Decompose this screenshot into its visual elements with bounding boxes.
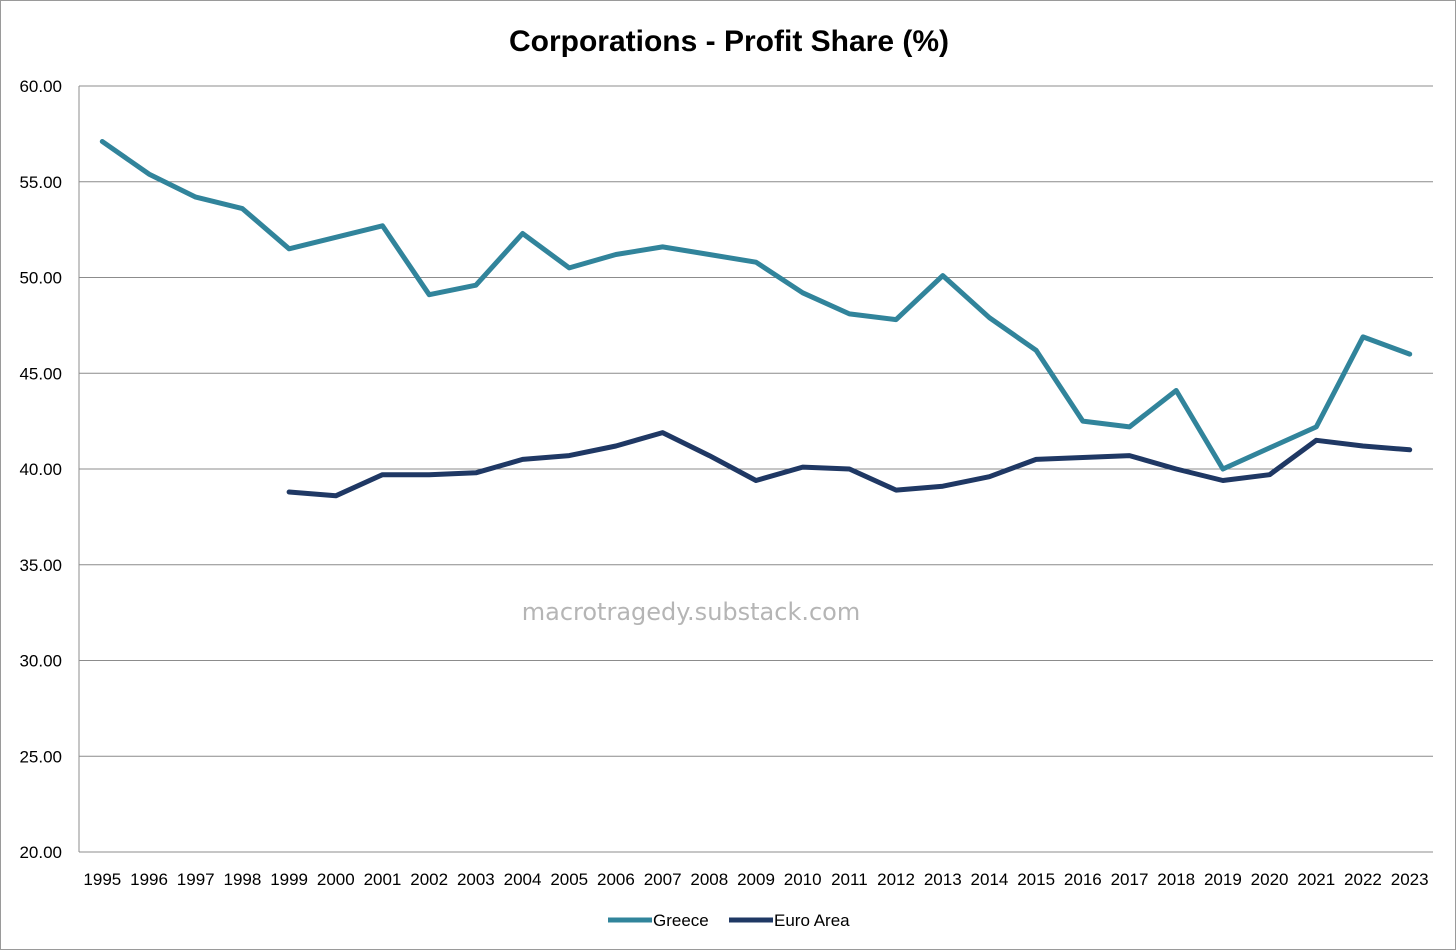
x-tick-label: 2009: [737, 870, 775, 889]
watermark-text: macrotragedy.substack.com: [522, 598, 860, 626]
x-tick-label: 2006: [597, 870, 635, 889]
y-tick-label: 40.00: [19, 460, 62, 479]
x-tick-label: 1999: [270, 870, 308, 889]
x-tick-label: 2020: [1251, 870, 1289, 889]
series-line-euro-area: [286, 430, 1413, 499]
x-tick-label: 2014: [971, 870, 1009, 889]
x-tick-label: 2008: [690, 870, 728, 889]
x-tick-label: 2023: [1391, 870, 1429, 889]
y-tick-label: 35.00: [19, 556, 62, 575]
x-tick-label: 2017: [1111, 870, 1149, 889]
x-tick-label: 2012: [877, 870, 915, 889]
y-tick-label: 45.00: [19, 364, 62, 383]
x-tick-label: 1996: [130, 870, 168, 889]
x-tick-label: 2000: [317, 870, 355, 889]
series-line-greece: [99, 139, 1413, 472]
x-tick-label: 2003: [457, 870, 495, 889]
x-tick-label: 2002: [410, 870, 448, 889]
legend-label: Euro Area: [774, 911, 850, 930]
y-tick-label: 25.00: [19, 747, 62, 766]
x-tick-label: 2005: [550, 870, 588, 889]
x-tick-label: 2021: [1297, 870, 1335, 889]
y-tick-label: 60.00: [19, 77, 62, 96]
series-lines: [99, 139, 1413, 499]
y-tick-label: 50.00: [19, 269, 62, 288]
x-tick-label: 2007: [644, 870, 682, 889]
x-tick-label: 2011: [831, 870, 868, 889]
x-tick-label: 2016: [1064, 870, 1102, 889]
x-tick-label: 2013: [924, 870, 962, 889]
y-tick-label: 20.00: [19, 843, 62, 862]
x-axis-ticks: 1995 1996 1997 1998 1999 2000 2001 2002 2003 2004…: [83, 870, 1428, 889]
x-tick-label: 1998: [223, 870, 261, 889]
y-tick-label: 30.00: [19, 652, 62, 671]
grid-lines: [78, 85, 1433, 853]
legend-label: Greece: [653, 911, 709, 930]
y-axis-ticks: 20.00 25.00 30.00 35.00 40.00 45.00 50.00 55.00…: [19, 77, 62, 862]
x-tick-label: 1995: [83, 870, 121, 889]
y-tick-label: 55.00: [19, 173, 62, 192]
x-tick-label: 2001: [364, 870, 402, 889]
x-tick-label: 2018: [1157, 870, 1195, 889]
chart-title: Corporations - Profit Share (%): [509, 25, 949, 58]
x-tick-label: 2010: [784, 870, 822, 889]
x-tick-label: 2015: [1017, 870, 1055, 889]
x-tick-label: 1997: [177, 870, 215, 889]
legend: Greece Euro Area: [608, 911, 850, 930]
x-tick-label: 2019: [1204, 870, 1242, 889]
x-tick-label: 2022: [1344, 870, 1382, 889]
x-tick-label: 2004: [504, 870, 542, 889]
